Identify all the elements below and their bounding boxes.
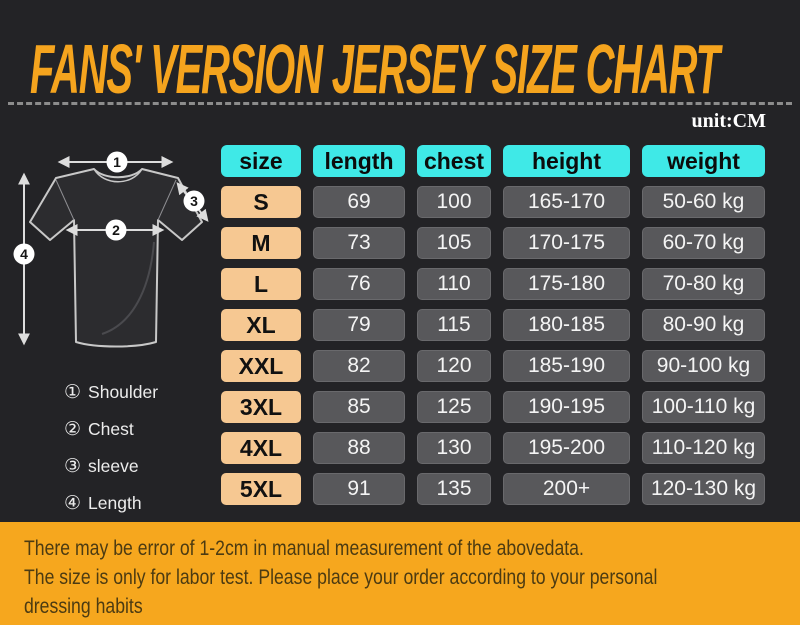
svg-text:4: 4: [20, 246, 28, 262]
value-cell: 88: [313, 432, 405, 464]
unit-label: unit:CM: [691, 110, 766, 132]
callout-3: 3: [183, 190, 205, 212]
value-cell: 190-195: [503, 391, 630, 423]
circled-3-icon: ③: [64, 456, 82, 477]
value-cell: 100-110 kg: [642, 391, 765, 423]
value-cell: 120: [417, 350, 491, 382]
legend-label: sleeve: [88, 456, 139, 476]
value-cell: 60-70 kg: [642, 227, 765, 259]
value-cell: 100: [417, 186, 491, 218]
page-title: FANS' VERSION JERSEY SIZE CHART: [30, 30, 720, 108]
footer-line: The size is only for labor test. Please …: [24, 566, 658, 589]
value-cell: 180-185: [503, 309, 630, 341]
size-cell: 3XL: [221, 391, 301, 423]
size-cell: 5XL: [221, 473, 301, 505]
legend-label: Chest: [88, 419, 134, 439]
size-cell: M: [221, 227, 301, 259]
footer-note: There may be error of 1-2cm in manual me…: [0, 522, 800, 625]
svg-text:2: 2: [112, 222, 120, 238]
footer-line: There may be error of 1-2cm in manual me…: [24, 537, 584, 560]
value-cell: 130: [417, 432, 491, 464]
legend-item-length: ④ Length: [64, 492, 158, 515]
value-cell: 82: [313, 350, 405, 382]
value-cell: 110-120 kg: [642, 432, 765, 464]
value-cell: 85: [313, 391, 405, 423]
legend-label: Shoulder: [88, 382, 159, 402]
column-header: height: [503, 145, 630, 177]
value-cell: 170-175: [503, 227, 630, 259]
value-cell: 125: [417, 391, 491, 423]
value-cell: 120-130 kg: [642, 473, 765, 505]
size-cell: 4XL: [221, 432, 301, 464]
column-header: length: [313, 145, 405, 177]
svg-text:3: 3: [190, 193, 198, 209]
size-cell: S: [221, 186, 301, 218]
callout-1: 1: [106, 151, 128, 173]
circled-4-icon: ④: [64, 493, 82, 514]
value-cell: 115: [417, 309, 491, 341]
value-cell: 110: [417, 268, 491, 300]
size-table: size length chest height weight S 69 100 165-170…: [221, 145, 765, 505]
callout-4: 4: [13, 243, 35, 265]
value-cell: 135: [417, 473, 491, 505]
column-header: weight: [642, 145, 765, 177]
dashed-divider: [8, 102, 792, 105]
legend-item-chest: ② Chest: [64, 418, 158, 441]
column-header: size: [221, 145, 301, 177]
size-cell: XL: [221, 309, 301, 341]
tshirt-measurement-diagram: 1 2 3 4: [13, 151, 209, 348]
value-cell: 50-60 kg: [642, 186, 765, 218]
circled-2-icon: ②: [64, 419, 82, 440]
column-header: chest: [417, 145, 491, 177]
value-cell: 73: [313, 227, 405, 259]
size-cell: XXL: [221, 350, 301, 382]
value-cell: 90-100 kg: [642, 350, 765, 382]
value-cell: 76: [313, 268, 405, 300]
value-cell: 91: [313, 473, 405, 505]
size-cell: L: [221, 268, 301, 300]
legend-item-sleeve: ③ sleeve: [64, 455, 158, 478]
value-cell: 105: [417, 227, 491, 259]
value-cell: 79: [313, 309, 405, 341]
value-cell: 175-180: [503, 268, 630, 300]
circled-1-icon: ①: [64, 382, 82, 403]
legend-label: Length: [88, 493, 142, 513]
legend-item-shoulder: ① Shoulder: [64, 381, 158, 404]
value-cell: 185-190: [503, 350, 630, 382]
value-cell: 69: [313, 186, 405, 218]
footer-line: dressing habits: [24, 595, 143, 618]
measurement-legend: ① Shoulder ② Chest ③ sleeve ④ Length: [64, 381, 158, 529]
value-cell: 195-200: [503, 432, 630, 464]
value-cell: 70-80 kg: [642, 268, 765, 300]
svg-text:1: 1: [113, 154, 121, 170]
callout-2: 2: [105, 219, 127, 241]
value-cell: 165-170: [503, 186, 630, 218]
tshirt-icon: [29, 168, 203, 348]
value-cell: 80-90 kg: [642, 309, 765, 341]
value-cell: 200+: [503, 473, 630, 505]
